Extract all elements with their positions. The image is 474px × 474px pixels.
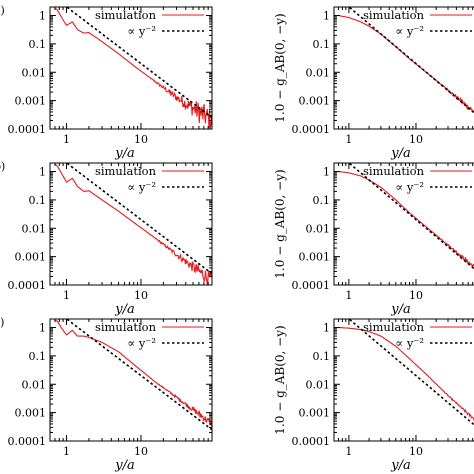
plot-frame bbox=[333, 318, 474, 442]
y-tick-label: 0.0001 bbox=[292, 123, 331, 136]
plot-frame bbox=[333, 6, 474, 130]
y-tick-label: 0.0001 bbox=[292, 435, 331, 448]
y-tick-label: 1 bbox=[323, 166, 330, 179]
x-axis-label: y/a bbox=[390, 146, 410, 161]
x-tick-label: 1 bbox=[63, 289, 70, 302]
y-axis-label: 1.0 − g_AB(0, −y) bbox=[273, 13, 287, 122]
plot-area bbox=[54, 319, 212, 431]
x-tick-label: 10 bbox=[409, 133, 423, 146]
x-tick-label: 1 bbox=[63, 133, 70, 146]
x-axis-label: y/a bbox=[114, 146, 134, 161]
legend-fit-label: ∝ y⁻² bbox=[395, 180, 424, 194]
y-tick-label: 0.001 bbox=[299, 251, 331, 264]
chart-c-right: 1 0.1 0.01 0.001 0.0001 1 10y/a 1.0 − g_AB(0, −… bbox=[273, 318, 474, 473]
fit-line bbox=[347, 319, 474, 426]
simulation-line bbox=[54, 319, 212, 427]
x-axis-label: y/a bbox=[114, 302, 134, 317]
chart-a-left: 1 0.1 0.01 0.001 0.0001 1 10y/a simulation ∝ y⁻² bbox=[8, 6, 213, 161]
y-tick-label: 0.01 bbox=[22, 222, 47, 235]
chart-a-right: 1 0.1 0.01 0.001 0.0001 1 10y/a 1.0 − g_AB(0, −… bbox=[273, 6, 474, 161]
plot-frame bbox=[49, 162, 213, 286]
legend-fit-label: ∝ y⁻² bbox=[127, 336, 156, 350]
y-tick-label: 1 bbox=[39, 166, 46, 179]
legend-simulation-label: simulation bbox=[95, 320, 157, 334]
y-tick-label: 0.0001 bbox=[8, 279, 47, 292]
plot-area bbox=[338, 163, 474, 270]
fit-line bbox=[65, 163, 212, 275]
plot-area bbox=[54, 7, 212, 129]
plot-frame bbox=[49, 6, 213, 130]
x-tick-label: 10 bbox=[409, 289, 423, 302]
simulation-line bbox=[54, 163, 212, 285]
y-tick-label: 0.1 bbox=[29, 38, 47, 51]
legend-fit-label: ∝ y⁻² bbox=[395, 24, 424, 38]
x-tick-label: 1 bbox=[345, 133, 352, 146]
legend-fit-label: ∝ y⁻² bbox=[395, 336, 424, 350]
simulation-line bbox=[338, 170, 474, 268]
legend-simulation-label: simulation bbox=[363, 164, 425, 178]
legend-simulation-label: simulation bbox=[95, 164, 157, 178]
x-axis-label: y/a bbox=[114, 458, 134, 473]
fit-line bbox=[65, 7, 212, 119]
y-tick-label: 0.001 bbox=[299, 407, 331, 420]
y-tick-label: 0.1 bbox=[313, 350, 331, 363]
chart-b-right: 1 0.1 0.01 0.001 0.0001 1 10y/a 1.0 − g_AB(0, −… bbox=[273, 162, 474, 317]
legend-simulation-label: simulation bbox=[363, 8, 425, 22]
y-tick-label: 0.001 bbox=[15, 407, 47, 420]
plot-frame bbox=[333, 162, 474, 286]
x-tick-label: 10 bbox=[134, 289, 148, 302]
panel-tag-c: c) bbox=[0, 316, 4, 329]
y-tick-label: 0.01 bbox=[306, 66, 331, 79]
y-tick-label: 0.001 bbox=[15, 95, 47, 108]
panel-tag-a: a) bbox=[0, 4, 5, 17]
legend-simulation-label: simulation bbox=[363, 320, 425, 334]
x-tick-label: 1 bbox=[345, 289, 352, 302]
y-axis-label: 1.0 − g_AB(0, −y) bbox=[273, 169, 287, 278]
simulation-line bbox=[54, 7, 212, 129]
y-tick-label: 0.01 bbox=[306, 222, 331, 235]
chart-b-left: 1 0.1 0.01 0.001 0.0001 1 10y/a simulation ∝ y⁻² bbox=[8, 162, 213, 317]
x-tick-label: 1 bbox=[63, 445, 70, 458]
y-tick-label: 0.0001 bbox=[292, 279, 331, 292]
legend-simulation-label: simulation bbox=[95, 8, 157, 22]
plot-area bbox=[338, 319, 474, 426]
y-tick-label: 0.1 bbox=[313, 194, 331, 207]
x-tick-label: 1 bbox=[345, 445, 352, 458]
y-tick-label: 0.0001 bbox=[8, 435, 47, 448]
fit-line bbox=[347, 163, 474, 270]
plot-frame bbox=[49, 318, 213, 442]
plot-area bbox=[54, 163, 212, 285]
y-tick-label: 0.1 bbox=[29, 194, 47, 207]
x-axis-label: y/a bbox=[390, 458, 410, 473]
y-tick-label: 0.1 bbox=[29, 350, 47, 363]
y-tick-label: 1 bbox=[323, 10, 330, 23]
y-tick-label: 1 bbox=[39, 322, 46, 335]
x-tick-label: 10 bbox=[134, 445, 148, 458]
fit-line bbox=[347, 7, 474, 114]
fit-line bbox=[65, 319, 212, 431]
y-tick-label: 0.01 bbox=[306, 378, 331, 391]
legend-fit-label: ∝ y⁻² bbox=[127, 24, 156, 38]
x-tick-label: 10 bbox=[409, 445, 423, 458]
plot-area bbox=[338, 7, 474, 114]
y-tick-label: 0.1 bbox=[313, 38, 331, 51]
legend-fit-label: ∝ y⁻² bbox=[127, 180, 156, 194]
y-tick-label: 0.01 bbox=[22, 378, 47, 391]
y-tick-label: 0.001 bbox=[299, 95, 331, 108]
y-tick-label: 1 bbox=[323, 322, 330, 335]
panel-tag-b: b) bbox=[0, 160, 5, 173]
y-tick-label: 0.01 bbox=[22, 66, 47, 79]
y-axis-label: 1.0 − g_AB(0, −y) bbox=[273, 325, 287, 434]
y-tick-label: 0.001 bbox=[15, 251, 47, 264]
x-axis-label: y/a bbox=[390, 302, 410, 317]
chart-c-left: 1 0.1 0.01 0.001 0.0001 1 10y/a simulation ∝ y⁻² bbox=[8, 318, 213, 473]
y-tick-label: 0.0001 bbox=[8, 123, 47, 136]
x-tick-label: 10 bbox=[134, 133, 148, 146]
y-tick-label: 1 bbox=[39, 10, 46, 23]
